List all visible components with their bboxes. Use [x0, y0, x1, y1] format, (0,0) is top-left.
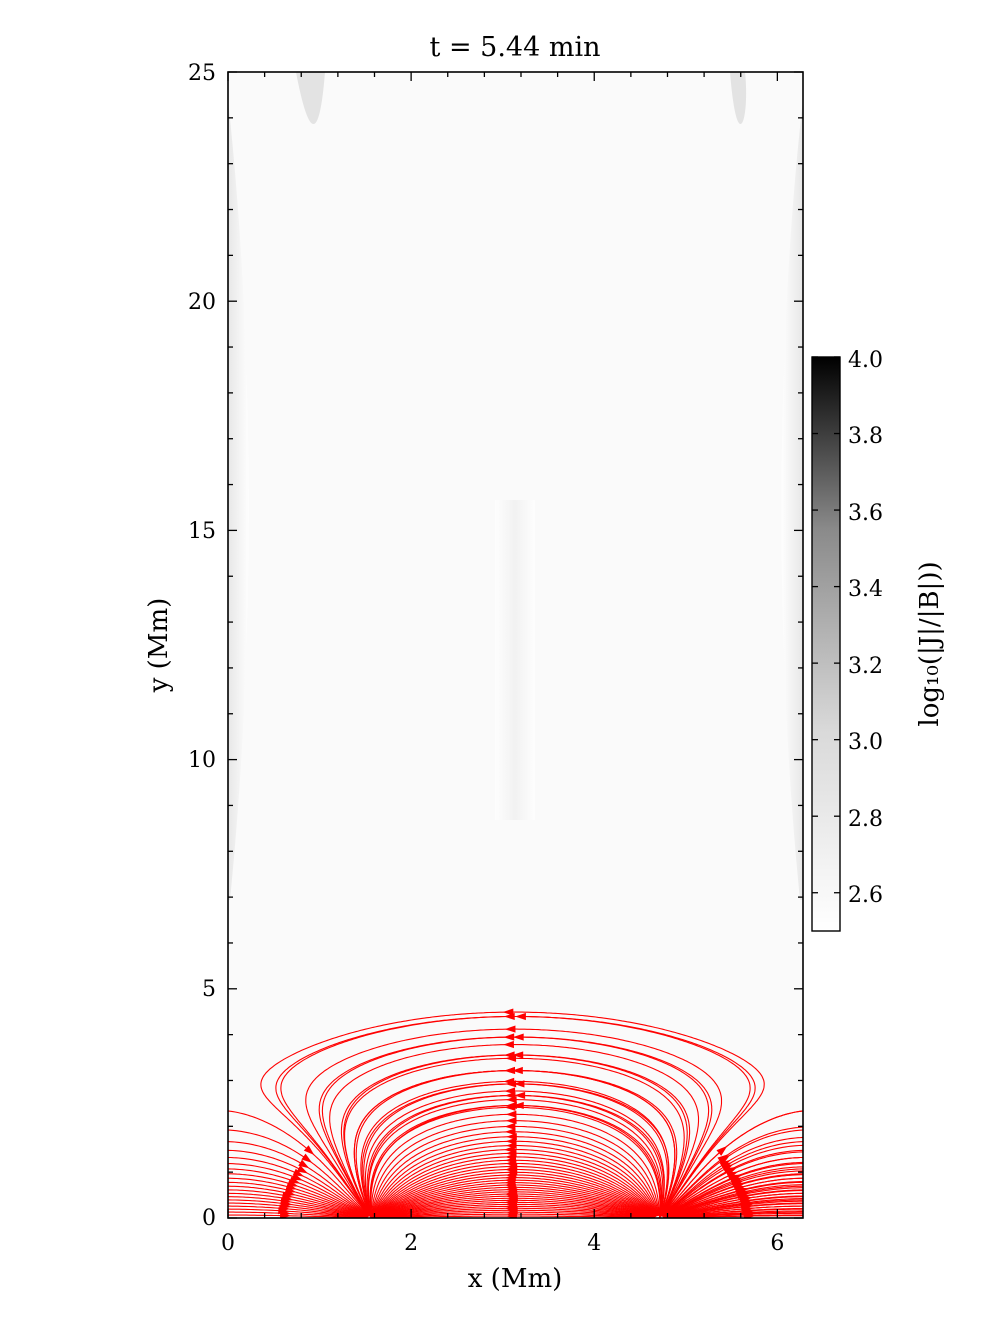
field-arrow: [504, 1122, 516, 1130]
field-arrow: [303, 1145, 315, 1156]
y-axis-label: y (Mm): [144, 598, 174, 694]
field-arrow: [512, 1101, 524, 1110]
field-arrow: [719, 1154, 731, 1164]
colorbar: [811, 356, 841, 932]
field-arrow: [503, 1033, 515, 1041]
field-arrow: [504, 1087, 516, 1095]
field-arrow: [503, 1051, 515, 1059]
x-tick-label: 4: [587, 1231, 601, 1256]
colorbar-tick-label: 3.2: [848, 654, 883, 679]
colorbar-label: log₁₀(|J|/|B|)): [915, 561, 945, 726]
colorbar-tick-label: 3.8: [848, 424, 883, 449]
field-arrow: [505, 1116, 517, 1125]
x-tick-labels: 0 2 4 6: [221, 1231, 784, 1256]
y-tick-label: 0: [202, 1206, 216, 1231]
plot-frame: [227, 71, 804, 1219]
x-tick-label: 0: [221, 1231, 235, 1256]
colorbar-tick-label: 2.8: [848, 807, 883, 832]
field-arrow: [280, 1212, 291, 1218]
field-arrow: [506, 1101, 517, 1109]
field-arrow: [730, 1175, 742, 1183]
field-arrow: [291, 1173, 303, 1181]
y-tick-label: 25: [188, 61, 216, 86]
field-arrow: [504, 1066, 516, 1075]
field-arrow: [513, 1080, 525, 1088]
x-tick-label: 6: [770, 1231, 784, 1256]
field-lines: [228, 1011, 803, 1218]
field-arrow: [504, 1091, 516, 1099]
colorbar-tick-label: 3.4: [848, 577, 883, 602]
field-arrow: [503, 1040, 514, 1049]
y-tick-label: 20: [188, 290, 216, 315]
field-arrow: [716, 1146, 728, 1156]
field-arrows: [278, 1008, 755, 1218]
field-arrow: [505, 1110, 517, 1118]
colorbar-tick-label: 3.6: [848, 501, 883, 526]
colorbar-tick-label: 2.6: [848, 883, 883, 908]
colorbar-tick-labels: 2.6 2.8 3.0 3.2 3.4 3.6 3.8 4.0: [848, 348, 883, 908]
colorbar-tick-label: 3.0: [848, 730, 883, 755]
field-arrow: [514, 1091, 526, 1100]
x-axis-label: x (Mm): [468, 1264, 563, 1294]
field-arrow: [724, 1166, 736, 1176]
y-tick-labels: 0 5 10 15 20 25: [188, 61, 216, 1231]
field-arrow: [505, 1080, 517, 1088]
field-arrow: [502, 1008, 514, 1016]
x-tick-label: 2: [404, 1231, 418, 1256]
axis-ticks: [227, 71, 803, 1219]
field-arrow: [301, 1153, 313, 1163]
field-arrow: [512, 1066, 523, 1075]
field-arrow: [512, 1051, 524, 1059]
field-arrow: [503, 1012, 515, 1021]
field-arrow: [504, 1128, 516, 1136]
colorbar-ticks: [812, 356, 840, 894]
field-arrow: [296, 1165, 309, 1174]
field-arrow: [720, 1162, 732, 1171]
field-arrow: [515, 1012, 526, 1021]
y-tick-label: 15: [188, 519, 216, 544]
y-tick-label: 10: [188, 748, 216, 773]
field-arrow: [726, 1171, 738, 1180]
field-arrow: [504, 1025, 516, 1033]
colorbar-tick-label: 4.0: [848, 348, 883, 373]
current-density-background: [228, 72, 803, 1218]
field-arrow: [512, 1033, 524, 1041]
field-arrow: [505, 1212, 517, 1218]
y-tick-label: 5: [202, 977, 216, 1002]
chart-title: t = 5.44 min: [430, 32, 601, 63]
